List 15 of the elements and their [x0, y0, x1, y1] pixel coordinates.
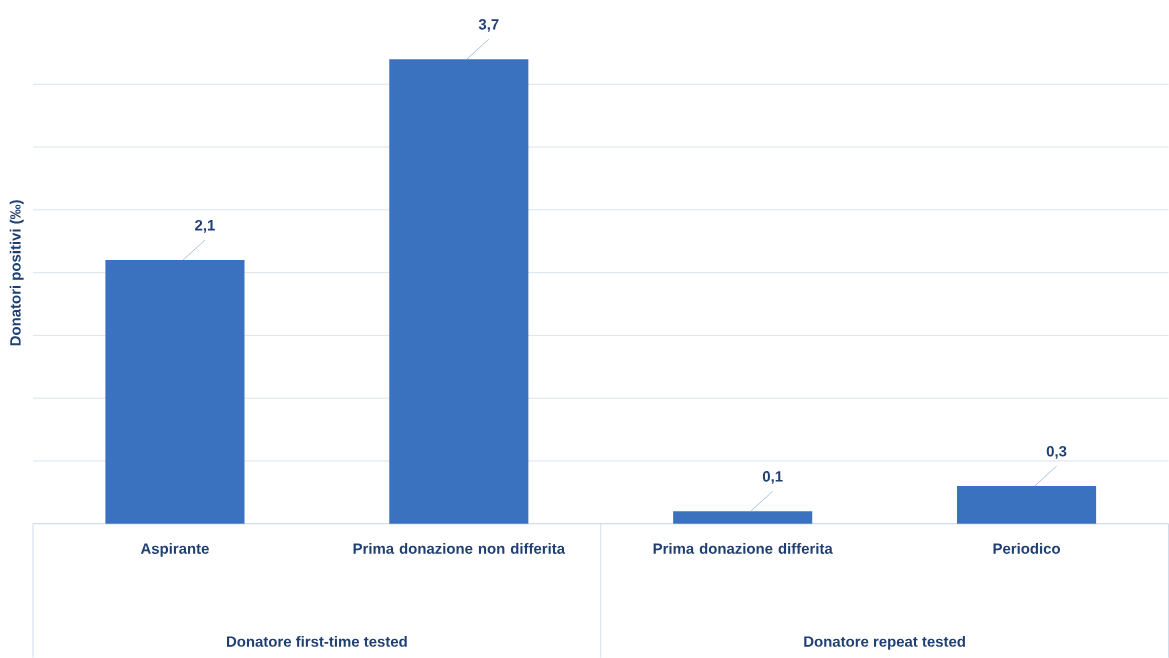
data-label: 3,7: [478, 18, 499, 32]
y-axis-title: Donatori positivi (‰): [9, 200, 24, 346]
data-label: 0,3: [1046, 445, 1067, 459]
x-tick-label: Aspirante: [140, 542, 209, 557]
bar: [389, 59, 529, 524]
bar: [105, 259, 245, 524]
text: Donatore first-time tested: [226, 635, 407, 647]
x-tick-label: Periodico: [993, 542, 1061, 554]
data-label: 0,1: [762, 471, 783, 484]
text: Donatore repeat tested: [804, 635, 965, 650]
x-tick-label: Prima donazione non differita: [353, 542, 566, 554]
data-label: 2,1: [195, 219, 215, 233]
bar: [673, 511, 813, 524]
x-tick-label: Prima donazione differita: [653, 542, 833, 554]
bar: [957, 486, 1097, 524]
